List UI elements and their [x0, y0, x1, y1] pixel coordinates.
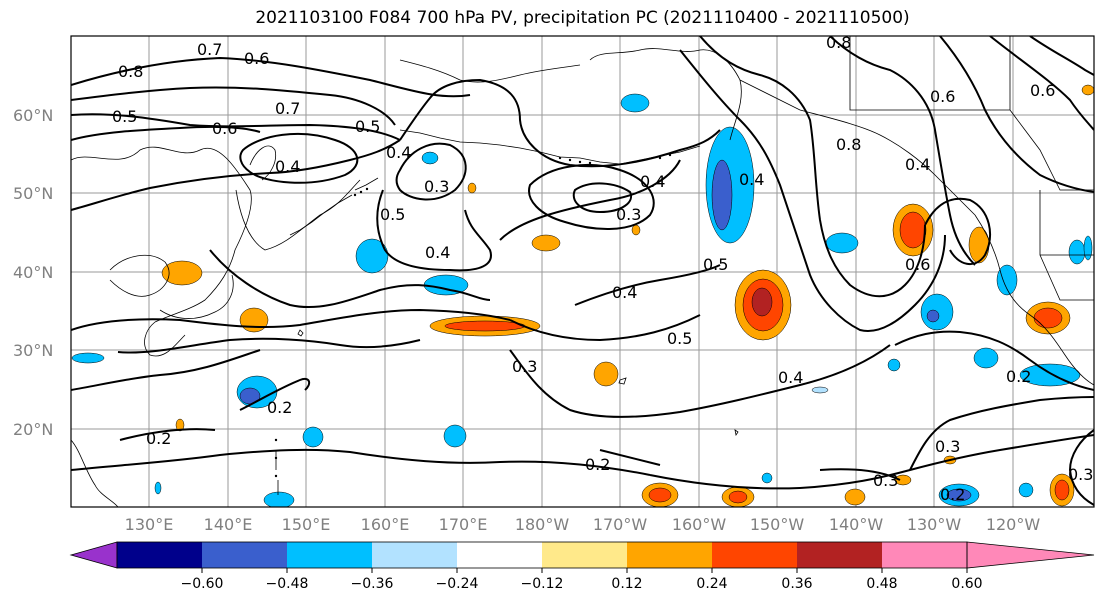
- lon-tick-label: 160°W: [672, 515, 727, 534]
- contour-label: 0.2: [267, 398, 292, 417]
- lon-tick-label: 170°W: [593, 515, 648, 534]
- lon-tick-label: 130°W: [907, 515, 962, 534]
- colorbar-segment: [117, 542, 202, 568]
- colorbar-tick-label: −0.24: [436, 576, 479, 592]
- colorbar-tick-label: −0.12: [521, 576, 564, 592]
- map-title: 2021103100 F084 700 hPa PV, precipitatio…: [255, 8, 910, 28]
- lon-tick-label: 140°W: [829, 515, 884, 534]
- contour-label: 0.4: [275, 157, 300, 176]
- lat-tick-label: 60°N: [13, 106, 53, 125]
- contour-label: 0.8: [836, 135, 861, 154]
- contour-label: 0.4: [612, 283, 637, 302]
- contour-label: 0.3: [512, 357, 537, 376]
- colorbar-max-extend: [966, 541, 1095, 569]
- contour-label: 0.8: [118, 62, 143, 81]
- colorbar-tick-label: −0.60: [181, 576, 224, 592]
- lon-tick-label: 140°E: [204, 515, 253, 534]
- contour-label: 0.6: [244, 49, 269, 68]
- colorbar-segment: [627, 542, 712, 568]
- longitude-axis: 130°E 140°E 150°E 160°E 170°E 180°W 170°…: [125, 515, 1041, 534]
- lon-tick-label: 120°W: [986, 515, 1041, 534]
- precip-negative-anomalies: [71, 93, 1093, 507]
- contour-label: 0.4: [640, 172, 665, 191]
- contour-label: 0.2: [1006, 367, 1031, 386]
- colorbar-tick-label: 0.48: [866, 576, 897, 592]
- colorbar-segment: [202, 542, 287, 568]
- colorbar-segment: [372, 542, 457, 568]
- contour-label: 0.3: [424, 177, 449, 196]
- contour-label: 0.5: [703, 255, 728, 274]
- contour-label: 0.4: [778, 368, 803, 387]
- contour-label: 0.5: [355, 117, 380, 136]
- colorbar-segment: [797, 542, 882, 568]
- colorbar-segment: [882, 542, 967, 568]
- colorbar-segment: [457, 542, 542, 568]
- contour-label: 0.5: [667, 329, 692, 348]
- contour-labels: 0.8 0.7 0.6 0.5 0.7 0.6 0.4 0.5 0.4 0.3 …: [112, 33, 1093, 504]
- colorbar-tick-label: −0.36: [351, 576, 394, 592]
- contour-label: 0.4: [905, 155, 930, 174]
- contour-label: 0.5: [380, 205, 405, 224]
- colorbar-segment: [712, 542, 797, 568]
- contour-label: 0.7: [275, 99, 300, 118]
- contour-label: 0.6: [930, 87, 955, 106]
- contour-label: 0.6: [905, 255, 930, 274]
- lat-tick-label: 40°N: [13, 263, 53, 282]
- colorbar-segment: [287, 542, 372, 568]
- map-frame: [70, 35, 1095, 508]
- lon-tick-label: 130°E: [125, 515, 174, 534]
- contour-label: 0.3: [873, 471, 898, 490]
- colorbar-tick-label: 0.12: [611, 576, 642, 592]
- colorbar: −0.60 −0.48 −0.36 −0.24 −0.12 0.12 0.24 …: [69, 541, 1095, 592]
- contour-label: 0.4: [739, 170, 764, 189]
- contour-label: 0.6: [1030, 81, 1055, 100]
- lon-tick-label: 160°E: [361, 515, 410, 534]
- pv-contours: [71, 36, 1094, 506]
- contour-label: 0.8: [826, 33, 851, 52]
- colorbar-tick-label: 0.60: [951, 576, 982, 592]
- latitude-axis: 60°N 50°N 40°N 30°N 20°N: [13, 106, 53, 439]
- precip-positive-anomalies: [161, 84, 1094, 507]
- colorbar-tick-label: 0.24: [696, 576, 727, 592]
- contour-label: 0.3: [935, 437, 960, 456]
- lon-tick-label: 150°W: [750, 515, 805, 534]
- island-chains: [274, 153, 672, 478]
- contour-label: 0.5: [112, 107, 137, 126]
- contour-label: 0.2: [585, 455, 610, 474]
- contour-label: 0.3: [1068, 465, 1093, 484]
- lat-tick-label: 20°N: [13, 420, 53, 439]
- lat-tick-label: 50°N: [13, 184, 53, 203]
- colorbar-segment: [542, 542, 627, 568]
- contour-label: 0.6: [212, 119, 237, 138]
- lon-tick-label: 150°E: [282, 515, 331, 534]
- contour-label: 0.2: [940, 485, 965, 504]
- lon-tick-label: 170°E: [439, 515, 488, 534]
- contour-label: 0.2: [146, 429, 171, 448]
- contour-label: 0.4: [425, 243, 450, 262]
- lon-tick-label: 180°W: [515, 515, 570, 534]
- contour-label: 0.3: [616, 205, 641, 224]
- colorbar-min-extend: [69, 541, 118, 569]
- contour-label: 0.7: [197, 40, 222, 59]
- colorbar-tick-label: 0.36: [781, 576, 812, 592]
- lat-tick-label: 30°N: [13, 341, 53, 360]
- contour-label: 0.4: [386, 143, 411, 162]
- colorbar-tick-label: −0.48: [266, 576, 309, 592]
